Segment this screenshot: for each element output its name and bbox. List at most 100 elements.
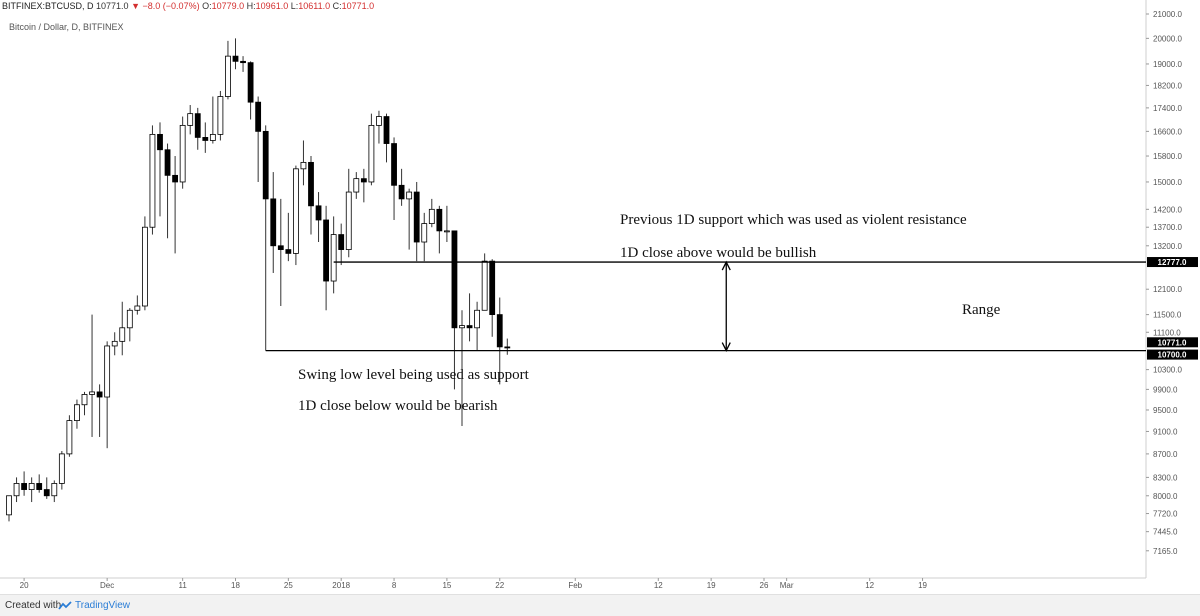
candle-body (111, 340, 118, 347)
y-tick-label: 17400.0 (1153, 104, 1182, 113)
candle-body (104, 345, 111, 398)
candle-body (247, 62, 254, 103)
price-tag (1147, 337, 1198, 348)
x-tick-label: 12 (654, 581, 663, 590)
tradingview-brand: TradingView (75, 600, 131, 611)
open-label: O: (202, 1, 212, 11)
last-price: 10771.0 (96, 1, 129, 11)
range-annotation: Range (962, 302, 1001, 318)
candle-body (421, 223, 428, 243)
x-tick-label: 20 (20, 581, 29, 590)
x-tick-label: Mar (780, 581, 794, 590)
high-label: H: (246, 1, 256, 11)
candle-body (202, 137, 209, 141)
candle-body (240, 60, 246, 64)
y-tick-label: 8300.0 (1153, 473, 1178, 482)
y-tick-label: 19000.0 (1153, 60, 1182, 69)
x-tick-label: 18 (231, 581, 240, 590)
candle-body (292, 168, 299, 254)
footer: Created with TradingView (0, 594, 1200, 616)
candle-body (330, 234, 337, 282)
candle-body (194, 113, 201, 138)
candle-body (474, 309, 481, 329)
candle-body (187, 113, 194, 126)
candle-body (383, 116, 390, 144)
candle-body (406, 191, 413, 200)
y-tick-label: 14200.0 (1153, 205, 1182, 214)
x-tick-label: 15 (442, 581, 451, 590)
candle-body (119, 327, 126, 342)
candle-body (66, 420, 73, 455)
x-tick-label: 19 (918, 581, 927, 590)
candle-body (360, 178, 367, 183)
candle-body (6, 495, 12, 516)
x-tick-label: 8 (392, 581, 397, 590)
candle-body (209, 133, 216, 141)
candle-body (443, 230, 450, 233)
y-tick-label: 9500.0 (1153, 406, 1178, 415)
candle-body (225, 55, 231, 97)
y-tick-label: 11500.0 (1153, 311, 1182, 320)
candle-body (376, 116, 382, 126)
candle-body (43, 489, 50, 497)
candle-body (496, 314, 503, 348)
y-tick-label: 20000.0 (1153, 34, 1182, 43)
y-tick-label: 7165.0 (1153, 547, 1178, 556)
candle-body (368, 124, 375, 183)
candle-body (89, 391, 95, 395)
y-tick-label: 13200.0 (1153, 242, 1182, 251)
candle-body (391, 143, 397, 186)
candle-body (262, 130, 269, 200)
high-value: 10961.0 (255, 1, 289, 11)
price-tags: 12777.0 10771.0 10700.0 (1147, 257, 1198, 360)
candle-body (217, 96, 224, 135)
low-label: L: (290, 1, 299, 11)
created-with-label: Created with (5, 600, 62, 611)
x-tick-label: 12 (865, 581, 874, 590)
candle-body (489, 260, 496, 316)
candle-body (308, 161, 314, 207)
low-value: 10611.0 (298, 1, 331, 11)
x-tick-label: 11 (178, 581, 187, 590)
candle-body (36, 483, 43, 490)
y-tick-label: 15800.0 (1153, 152, 1182, 161)
candle-body (58, 453, 65, 484)
y-tick-label: 9900.0 (1153, 385, 1178, 394)
candle-body (504, 346, 511, 349)
candle-body (323, 219, 330, 282)
candle-body (126, 309, 133, 329)
y-tick-label: 7720.0 (1153, 510, 1178, 519)
y-tick-label: 8000.0 (1153, 492, 1178, 501)
axes: 21000.0 20000.0 19000.0 18200.0 17400.0 16600… (0, 0, 1182, 590)
y-tick-label: 18200.0 (1153, 81, 1182, 90)
candle-body (141, 226, 148, 307)
candle-body (398, 184, 405, 200)
candle-body (345, 191, 352, 250)
x-tick-label: 26 (760, 581, 769, 590)
candle-body (315, 205, 322, 221)
y-tick-label: 11100.0 (1153, 328, 1181, 337)
candle-body (149, 133, 156, 228)
open-value: 10779.0 (211, 1, 245, 11)
candle-body (277, 245, 284, 250)
y-tick-label: 7445.0 (1153, 528, 1178, 537)
candle-body (134, 305, 141, 311)
candle-body (179, 124, 186, 183)
x-tick-label: Dec (100, 581, 114, 590)
chart-subtitle: Bitcoin / Dollar, D, BITFINEX (9, 22, 124, 32)
candle-body (459, 325, 465, 329)
tradingview-link[interactable]: TradingView (58, 596, 130, 615)
candle-body (353, 178, 360, 193)
candles (6, 38, 511, 522)
x-tick-label: 25 (284, 581, 293, 590)
candle-body (270, 198, 277, 247)
candle-body (157, 133, 163, 151)
price-change: −8.0 (−0.07%) (142, 1, 200, 11)
candle-body (232, 55, 239, 62)
resistance-annotation-2: 1D close above would be bullish (620, 245, 817, 261)
x-tick-label: Feb (568, 581, 582, 590)
candle-body (466, 325, 473, 329)
symbol-label: BITFINEX:BTCUSD, D (2, 1, 94, 11)
candle-body (164, 149, 171, 176)
y-tick-label: 12100.0 (1153, 285, 1182, 294)
